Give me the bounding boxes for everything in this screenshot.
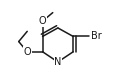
- Text: O: O: [39, 16, 46, 26]
- Text: Br: Br: [91, 31, 101, 41]
- Text: O: O: [23, 47, 31, 57]
- Text: N: N: [54, 57, 62, 67]
